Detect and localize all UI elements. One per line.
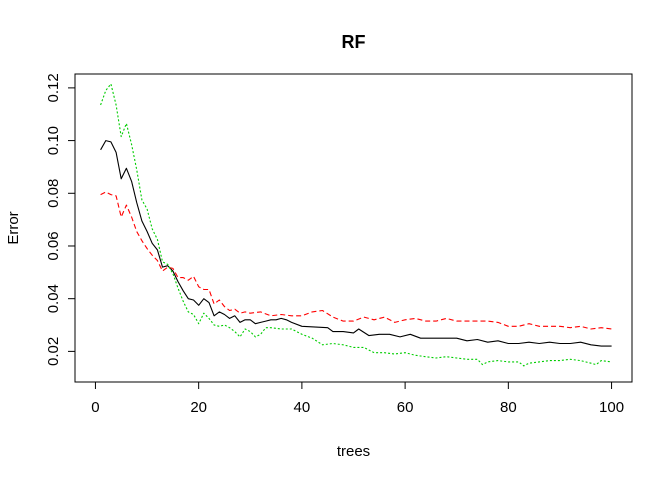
series-line-3 (100, 83, 612, 367)
plot-box (74, 73, 633, 383)
chart-title: RF (342, 32, 366, 52)
y-tick-label: 0.12 (45, 73, 62, 102)
x-tick-label: 0 (91, 399, 99, 416)
y-tick-label: 0.04 (45, 284, 62, 313)
x-tick-label: 40 (294, 399, 311, 416)
x-tick-label: 100 (599, 399, 624, 416)
x-axis: 0 20 40 60 80 100 (91, 381, 624, 416)
y-tick-label: 0.08 (45, 179, 62, 208)
series-line-2 (100, 191, 612, 330)
series-line-1 (100, 140, 612, 347)
y-tick-label: 0.02 (45, 337, 62, 366)
y-axis-title: Error (5, 211, 22, 244)
x-tick-label: 20 (190, 399, 207, 416)
x-axis-title: trees (337, 443, 370, 460)
x-tick-label: 80 (500, 399, 517, 416)
y-axis: 0.02 0.04 0.06 0.08 0.10 0.12 (45, 73, 76, 366)
y-tick-label: 0.06 (45, 231, 62, 260)
series-layer (100, 83, 612, 367)
y-tick-label: 0.10 (45, 126, 62, 155)
x-tick-label: 60 (397, 399, 414, 416)
